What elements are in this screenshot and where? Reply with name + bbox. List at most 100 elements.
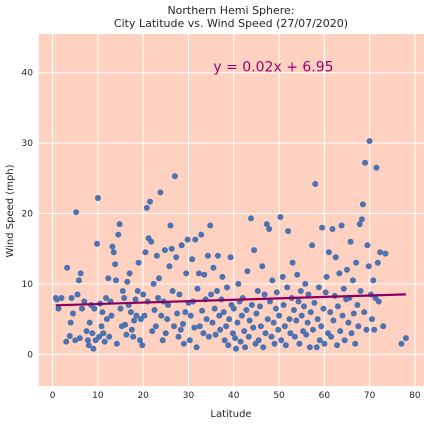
- data-point: [193, 344, 200, 351]
- grid: [39, 34, 424, 386]
- data-point: [264, 316, 271, 323]
- data-point: [237, 338, 244, 345]
- data-point: [358, 216, 365, 223]
- data-point: [338, 222, 345, 229]
- data-point: [158, 312, 165, 319]
- data-point: [316, 337, 323, 344]
- data-point: [268, 333, 275, 340]
- data-point: [359, 201, 366, 208]
- data-point: [103, 295, 109, 301]
- data-point: [159, 337, 166, 344]
- data-point: [167, 222, 174, 229]
- data-point: [310, 326, 316, 333]
- data-point: [223, 323, 230, 330]
- data-point: [214, 252, 221, 259]
- data-point: [140, 291, 147, 298]
- data-point: [74, 291, 81, 298]
- data-point: [266, 226, 273, 232]
- data-point: [375, 298, 382, 305]
- data-point: [329, 226, 336, 232]
- data-point: [90, 345, 97, 352]
- data-point: [270, 319, 277, 326]
- x-tick-label: 80: [409, 391, 421, 401]
- data-point: [205, 333, 212, 340]
- data-point: [363, 326, 370, 333]
- data-point: [192, 236, 199, 243]
- data-point: [85, 342, 92, 349]
- data-point: [291, 307, 297, 313]
- data-point: [133, 312, 140, 319]
- data-point: [402, 335, 409, 342]
- data-point: [137, 337, 143, 344]
- data-point: [130, 333, 137, 340]
- data-point: [260, 344, 267, 351]
- data-point: [303, 331, 310, 338]
- data-point: [113, 340, 120, 347]
- data-point: [157, 189, 164, 196]
- data-point: [171, 323, 177, 330]
- data-point: [54, 296, 61, 303]
- data-point: [91, 305, 98, 312]
- data-point: [180, 340, 187, 347]
- x-tick-label: 50: [273, 391, 285, 401]
- data-point: [77, 270, 84, 277]
- data-point: [128, 326, 135, 333]
- data-point: [248, 215, 254, 222]
- data-point: [278, 337, 285, 344]
- data-point: [263, 221, 270, 228]
- data-point: [337, 328, 344, 335]
- data-point: [235, 280, 242, 287]
- data-point: [345, 319, 352, 326]
- data-point: [148, 238, 155, 245]
- data-point: [141, 312, 148, 319]
- data-point: [294, 271, 301, 278]
- data-point: [312, 181, 319, 187]
- data-point: [194, 285, 201, 292]
- data-point: [176, 291, 183, 298]
- data-point: [216, 312, 223, 319]
- data-point: [174, 310, 181, 317]
- data-point: [365, 263, 372, 270]
- regression-equation: y = 0.02x + 6.95: [213, 59, 333, 75]
- data-point: [348, 330, 355, 337]
- x-axis-label: Latitude: [210, 409, 251, 420]
- data-point: [313, 344, 320, 351]
- data-point: [289, 259, 296, 266]
- data-point: [106, 333, 113, 340]
- data-point: [273, 289, 280, 296]
- data-point: [63, 338, 70, 345]
- data-point: [301, 303, 307, 310]
- data-point: [354, 302, 361, 308]
- data-point: [191, 324, 198, 331]
- data-point: [177, 326, 184, 333]
- data-point: [242, 344, 249, 351]
- data-point: [277, 214, 284, 220]
- data-point: [282, 342, 289, 349]
- data-point: [361, 309, 368, 316]
- data-point: [76, 335, 83, 342]
- data-point: [147, 198, 153, 205]
- data-point: [272, 305, 279, 312]
- data-point: [207, 222, 214, 229]
- data-point: [156, 275, 162, 282]
- data-point: [198, 231, 205, 238]
- data-point: [204, 252, 211, 259]
- data-point: [250, 324, 257, 331]
- data-point: [370, 277, 377, 284]
- data-point: [161, 247, 168, 254]
- data-point: [233, 345, 239, 352]
- data-point: [325, 249, 332, 256]
- data-point: [322, 289, 329, 296]
- data-point: [230, 305, 237, 312]
- data-point: [246, 317, 253, 324]
- data-point: [257, 303, 263, 310]
- data-point: [175, 333, 182, 340]
- data-point: [350, 310, 357, 317]
- data-point: [164, 316, 171, 323]
- y-tick-label: 20: [22, 210, 34, 220]
- data-point: [105, 275, 112, 282]
- data-point: [339, 312, 346, 319]
- data-point: [271, 340, 278, 347]
- data-point: [58, 295, 65, 301]
